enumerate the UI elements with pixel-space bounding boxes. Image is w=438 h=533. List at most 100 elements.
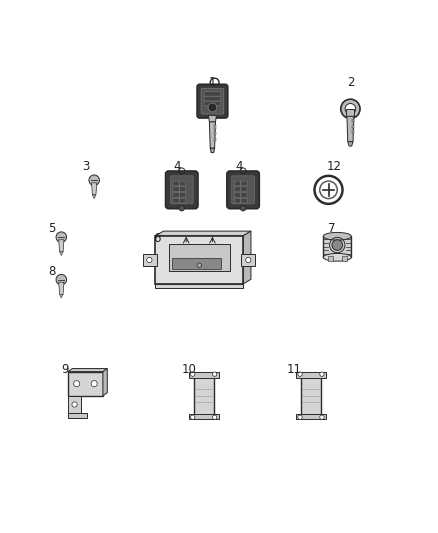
Text: 6: 6 <box>153 231 161 245</box>
FancyBboxPatch shape <box>234 181 240 186</box>
Polygon shape <box>209 122 215 148</box>
Text: 1: 1 <box>208 76 216 89</box>
Circle shape <box>179 206 184 211</box>
Bar <box>68 395 81 413</box>
FancyBboxPatch shape <box>241 198 247 203</box>
Circle shape <box>298 372 302 376</box>
FancyBboxPatch shape <box>241 181 247 186</box>
Bar <box>172 258 221 269</box>
Polygon shape <box>92 195 96 199</box>
FancyBboxPatch shape <box>201 88 224 114</box>
Polygon shape <box>155 231 251 236</box>
Text: 7: 7 <box>328 222 336 236</box>
FancyBboxPatch shape <box>173 187 179 191</box>
Polygon shape <box>60 294 63 298</box>
Circle shape <box>246 257 251 263</box>
Circle shape <box>197 263 201 268</box>
FancyBboxPatch shape <box>180 181 186 186</box>
Bar <box>189 373 219 377</box>
Bar <box>189 414 219 419</box>
Circle shape <box>345 103 356 114</box>
Ellipse shape <box>323 254 351 261</box>
Polygon shape <box>210 148 215 152</box>
Bar <box>352 130 354 133</box>
Bar <box>301 376 321 415</box>
Text: 2: 2 <box>346 76 354 89</box>
Circle shape <box>314 176 343 204</box>
Bar <box>323 236 351 257</box>
Circle shape <box>91 381 97 387</box>
Bar <box>68 372 103 395</box>
Bar <box>352 125 354 128</box>
FancyBboxPatch shape <box>241 187 247 191</box>
Circle shape <box>320 181 337 199</box>
FancyBboxPatch shape <box>180 192 186 197</box>
Bar <box>214 138 216 141</box>
Bar <box>68 413 87 418</box>
Circle shape <box>320 372 324 376</box>
Polygon shape <box>59 282 64 294</box>
Text: 4: 4 <box>173 160 181 173</box>
Polygon shape <box>208 115 216 122</box>
FancyBboxPatch shape <box>180 198 186 203</box>
Circle shape <box>89 175 99 185</box>
Circle shape <box>74 381 80 387</box>
Bar <box>214 132 216 135</box>
FancyBboxPatch shape <box>204 92 221 96</box>
Circle shape <box>56 274 67 285</box>
Circle shape <box>72 402 77 407</box>
Text: 3: 3 <box>82 160 89 173</box>
Bar <box>296 414 326 419</box>
FancyBboxPatch shape <box>241 192 247 197</box>
Bar <box>352 119 354 122</box>
Text: 11: 11 <box>287 363 302 376</box>
Bar <box>194 376 213 415</box>
FancyBboxPatch shape <box>173 198 179 203</box>
Bar <box>296 373 326 377</box>
Polygon shape <box>59 240 64 252</box>
Circle shape <box>240 206 246 211</box>
Text: 10: 10 <box>182 363 197 376</box>
Circle shape <box>341 99 360 118</box>
Polygon shape <box>347 116 354 142</box>
FancyBboxPatch shape <box>234 198 240 203</box>
Ellipse shape <box>323 232 351 240</box>
Circle shape <box>212 415 217 419</box>
Text: 9: 9 <box>61 363 69 376</box>
FancyBboxPatch shape <box>232 176 254 204</box>
FancyBboxPatch shape <box>234 187 240 191</box>
FancyBboxPatch shape <box>227 171 259 209</box>
Text: 4: 4 <box>235 160 243 173</box>
Text: 5: 5 <box>48 222 55 236</box>
Circle shape <box>320 415 324 419</box>
Bar <box>328 256 333 261</box>
Circle shape <box>332 240 343 251</box>
Polygon shape <box>60 252 63 255</box>
FancyBboxPatch shape <box>197 84 228 118</box>
Polygon shape <box>243 231 251 284</box>
Polygon shape <box>348 142 353 146</box>
Circle shape <box>298 415 302 419</box>
Circle shape <box>191 372 195 376</box>
Text: 8: 8 <box>48 265 55 278</box>
Circle shape <box>56 232 67 243</box>
Circle shape <box>147 257 152 263</box>
Text: 12: 12 <box>326 160 341 173</box>
Bar <box>169 245 230 271</box>
Polygon shape <box>92 183 97 195</box>
FancyBboxPatch shape <box>180 187 186 191</box>
Bar <box>155 284 243 288</box>
FancyBboxPatch shape <box>166 171 198 209</box>
Bar <box>342 256 347 261</box>
FancyBboxPatch shape <box>173 181 179 186</box>
Bar <box>155 236 243 284</box>
Bar <box>241 254 255 265</box>
Bar <box>143 254 157 265</box>
FancyBboxPatch shape <box>173 192 179 197</box>
FancyBboxPatch shape <box>204 101 221 106</box>
Bar <box>346 109 354 116</box>
Circle shape <box>191 415 195 419</box>
Bar <box>214 125 216 128</box>
FancyBboxPatch shape <box>234 192 240 197</box>
Circle shape <box>208 103 217 112</box>
